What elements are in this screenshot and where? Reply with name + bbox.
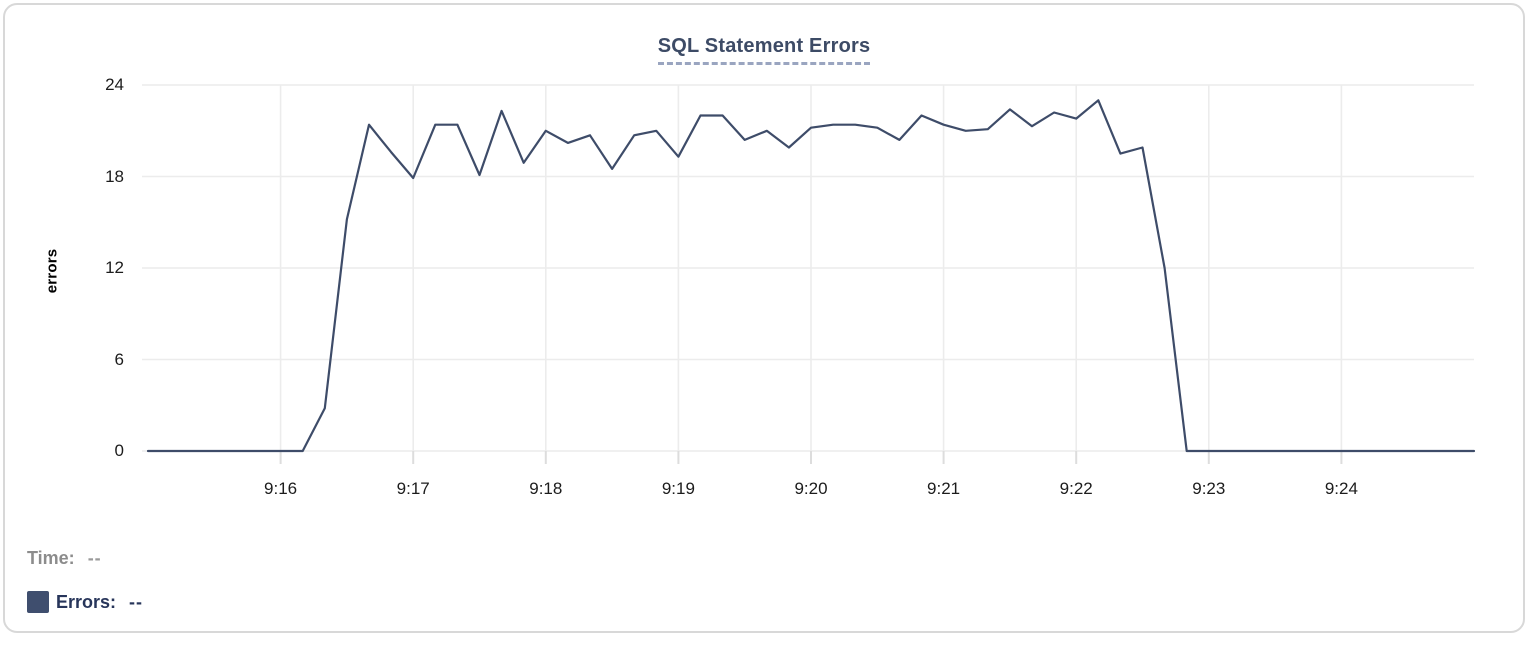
errors-series-line <box>146 99 1476 453</box>
y-tick-label: 0 <box>114 441 124 460</box>
errors-series-swatch-icon <box>27 591 49 613</box>
legend-row-time: Time: -- <box>27 546 143 570</box>
x-tick-label: 9:20 <box>794 479 828 498</box>
legend-errors-label: Errors: <box>56 591 117 612</box>
x-tick-label: 9:19 <box>661 479 695 498</box>
legend-row-errors[interactable]: Errors: -- <box>27 590 143 614</box>
chart-card: SQL Statement Errors 0 6 12 18 24 9:16 9:17 9:… <box>3 3 1525 633</box>
legend-time-value: -- <box>87 547 102 568</box>
x-tick-label: 9:18 <box>529 479 563 498</box>
plot-area: 0 6 12 18 24 9:16 9:17 9:18 9:19 9:20 9:21 9:22 9:2… <box>5 5 1523 631</box>
y-axis-title: errors <box>43 248 61 294</box>
y-tick-label: 6 <box>114 349 124 369</box>
x-tick-label: 9:21 <box>927 479 961 498</box>
chart-legend: Time: -- Errors: -- <box>27 546 143 614</box>
y-tick-label: 18 <box>105 166 124 186</box>
errors-line-chart <box>142 84 1476 464</box>
x-tick-label: 9:24 <box>1324 479 1358 498</box>
y-tick-label: 24 <box>105 75 124 94</box>
chart-title[interactable]: SQL Statement Errors <box>657 35 871 65</box>
legend-errors-value: -- <box>129 591 144 612</box>
legend-time-label: Time: <box>27 547 75 568</box>
x-tick-label: 9:16 <box>264 479 298 498</box>
x-tick-label: 9:17 <box>396 479 430 498</box>
x-tick-label: 9:22 <box>1059 479 1093 498</box>
y-tick-label: 12 <box>105 258 124 277</box>
x-tick-label: 9:23 <box>1192 479 1226 498</box>
chart-header: SQL Statement Errors <box>5 35 1523 65</box>
